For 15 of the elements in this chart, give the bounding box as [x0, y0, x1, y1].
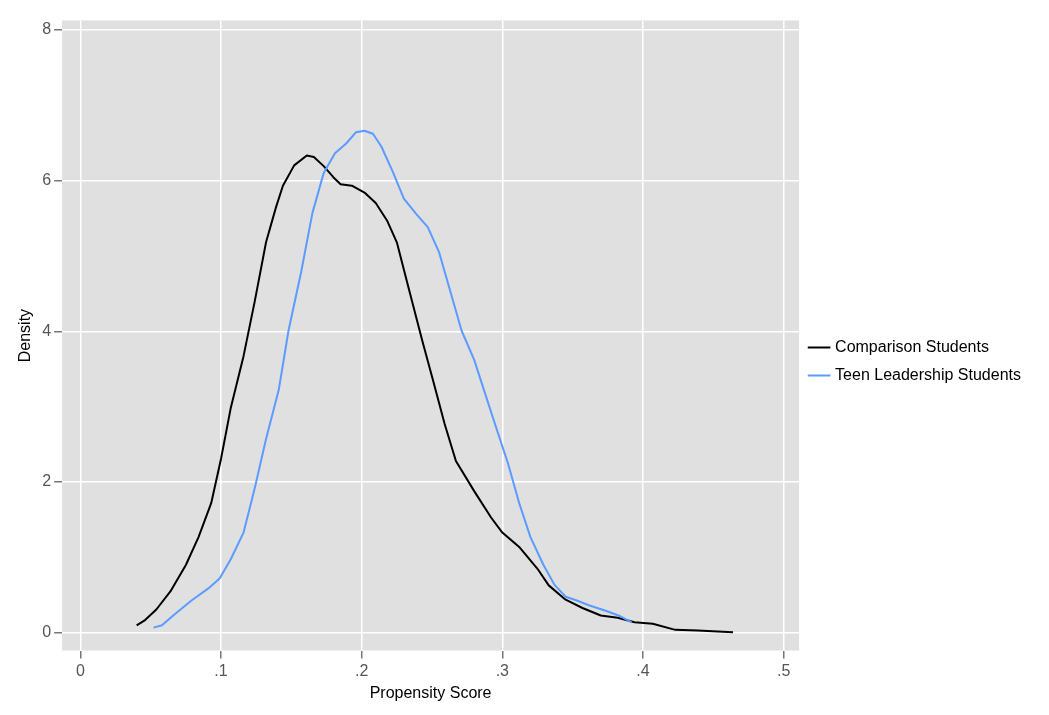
y-tick-label: 2	[42, 472, 52, 490]
y-tick-label: 4	[42, 321, 52, 339]
x-tick-label: 0	[75, 661, 85, 679]
x-tick-label: .1	[214, 661, 228, 679]
y-tick-label: 0	[42, 623, 52, 641]
x-tick-label: .4	[636, 661, 650, 679]
legend-label: Teen Leadership Students	[835, 365, 1022, 383]
x-axis-title: Propensity Score	[369, 683, 492, 701]
y-tick-label: 6	[42, 170, 52, 188]
y-axis-title: Density	[16, 308, 34, 363]
legend-label: Comparison Students	[835, 337, 989, 355]
x-tick-label: .2	[355, 661, 369, 679]
x-tick-label: .3	[495, 661, 510, 679]
y-tick-label: 8	[42, 20, 52, 38]
x-tick-label: .5	[776, 661, 791, 679]
